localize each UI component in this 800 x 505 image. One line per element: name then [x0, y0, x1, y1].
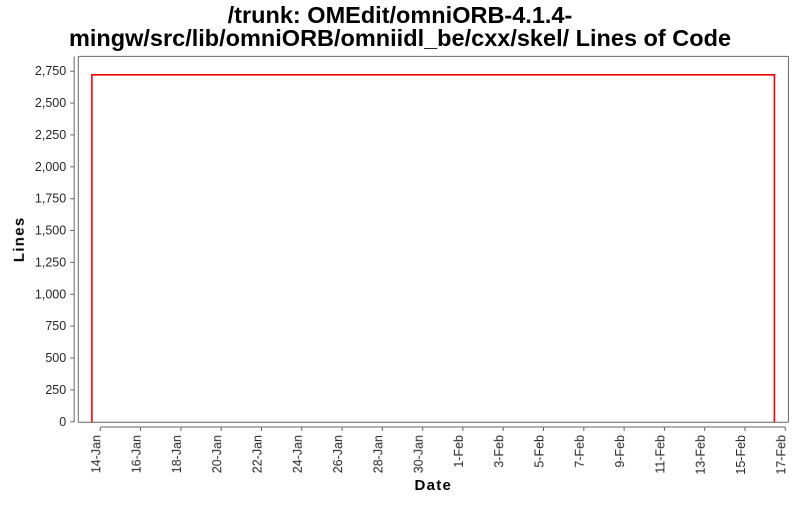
- svg-text:9-Feb: 9-Feb: [613, 435, 627, 468]
- svg-text:1,500: 1,500: [35, 224, 66, 238]
- svg-text:11-Feb: 11-Feb: [653, 435, 667, 474]
- svg-text:Lines: Lines: [11, 216, 28, 262]
- svg-text:15-Feb: 15-Feb: [734, 435, 748, 475]
- svg-text:20-Jan: 20-Jan: [210, 435, 224, 473]
- svg-text:30-Jan: 30-Jan: [412, 435, 426, 473]
- svg-text:mingw/src/lib/omniORB/omniidl_: mingw/src/lib/omniORB/omniidl_be/cxx/ske…: [69, 25, 731, 51]
- svg-text:2,250: 2,250: [35, 128, 66, 142]
- svg-text:14-Jan: 14-Jan: [89, 435, 103, 473]
- svg-text:2,000: 2,000: [35, 160, 66, 174]
- svg-text:250: 250: [45, 383, 66, 397]
- svg-text:3-Feb: 3-Feb: [492, 435, 506, 468]
- svg-text:17-Feb: 17-Feb: [774, 435, 788, 475]
- svg-text:1,000: 1,000: [35, 287, 66, 301]
- svg-text:18-Jan: 18-Jan: [170, 435, 184, 473]
- svg-text:24-Jan: 24-Jan: [291, 435, 305, 473]
- svg-text:26-Jan: 26-Jan: [331, 435, 345, 473]
- svg-text:500: 500: [45, 351, 66, 365]
- svg-text:7-Feb: 7-Feb: [573, 435, 587, 468]
- svg-text:22-Jan: 22-Jan: [251, 435, 265, 473]
- svg-text:28-Jan: 28-Jan: [371, 435, 385, 473]
- svg-text:13-Feb: 13-Feb: [694, 435, 708, 475]
- svg-text:0: 0: [59, 415, 66, 429]
- svg-text:1-Feb: 1-Feb: [452, 435, 466, 468]
- svg-text:1,750: 1,750: [35, 192, 66, 206]
- svg-text:1,250: 1,250: [35, 255, 66, 269]
- svg-text:750: 750: [45, 319, 66, 333]
- svg-text:2,500: 2,500: [35, 96, 66, 110]
- svg-text:2,750: 2,750: [35, 64, 66, 78]
- svg-text:Date: Date: [414, 477, 452, 494]
- svg-text:16-Jan: 16-Jan: [130, 435, 144, 473]
- svg-text:5-Feb: 5-Feb: [533, 435, 547, 468]
